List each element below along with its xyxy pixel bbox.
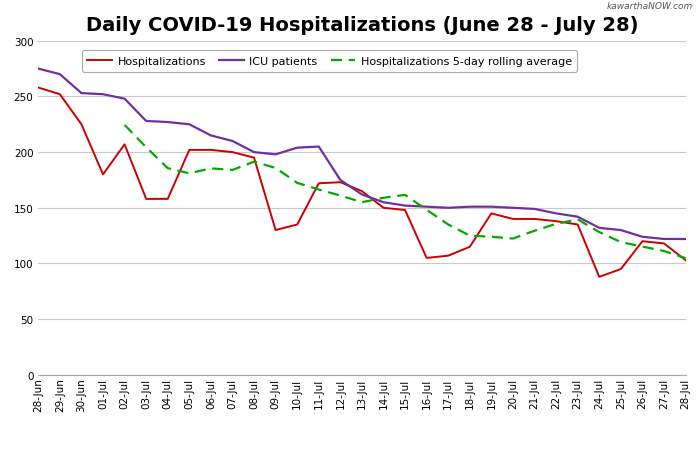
- ICU patients: [250, 150, 258, 156]
- ICU patients: [358, 192, 366, 198]
- Hospitalizations: [99, 172, 107, 178]
- Hospitalizations 5-day rolling average: [530, 228, 539, 234]
- Hospitalizations 5-day rolling average: [293, 181, 301, 186]
- ICU patients: [315, 144, 323, 150]
- Hospitalizations: [660, 241, 668, 247]
- Hospitalizations: [34, 86, 42, 91]
- ICU patients: [509, 206, 517, 211]
- Hospitalizations: [617, 267, 625, 272]
- ICU patients: [228, 139, 237, 144]
- ICU patients: [595, 225, 603, 231]
- ICU patients: [271, 152, 280, 158]
- Hospitalizations: [77, 122, 86, 128]
- Hospitalizations: [530, 217, 539, 222]
- Hospitalizations 5-day rolling average: [444, 222, 452, 228]
- Hospitalizations 5-day rolling average: [574, 217, 582, 223]
- Hospitalizations: [358, 189, 366, 194]
- Hospitalizations: [401, 208, 409, 213]
- Line: ICU patients: ICU patients: [38, 69, 686, 239]
- Hospitalizations: [271, 228, 280, 233]
- Hospitalizations 5-day rolling average: [336, 194, 345, 199]
- Hospitalizations 5-day rolling average: [185, 171, 193, 177]
- Line: Hospitalizations 5-day rolling average: Hospitalizations 5-day rolling average: [125, 125, 686, 258]
- Hospitalizations: [315, 181, 323, 187]
- ICU patients: [552, 211, 560, 217]
- Hospitalizations 5-day rolling average: [207, 166, 215, 172]
- Hospitalizations: [574, 222, 582, 228]
- ICU patients: [379, 200, 388, 206]
- ICU patients: [401, 203, 409, 209]
- ICU patients: [164, 120, 172, 125]
- Hospitalizations 5-day rolling average: [638, 244, 647, 250]
- ICU patients: [660, 237, 668, 242]
- Hospitalizations 5-day rolling average: [401, 193, 409, 198]
- Hospitalizations: [336, 180, 345, 186]
- Hospitalizations 5-day rolling average: [164, 166, 172, 172]
- Hospitalizations: [595, 275, 603, 280]
- Hospitalizations 5-day rolling average: [617, 240, 625, 245]
- ICU patients: [574, 214, 582, 220]
- Hospitalizations 5-day rolling average: [358, 200, 366, 206]
- Hospitalizations: [228, 150, 237, 156]
- Hospitalizations: [120, 142, 129, 148]
- ICU patients: [293, 145, 301, 151]
- Hospitalizations: [552, 219, 560, 225]
- Hospitalizations: [466, 244, 474, 250]
- ICU patients: [207, 133, 215, 139]
- Hospitalizations: [379, 206, 388, 211]
- Hospitalizations 5-day rolling average: [120, 123, 129, 128]
- Hospitalizations: [487, 211, 496, 217]
- ICU patients: [99, 92, 107, 98]
- ICU patients: [422, 205, 431, 210]
- Hospitalizations: [164, 197, 172, 202]
- Hospitalizations 5-day rolling average: [379, 195, 388, 201]
- Title: Daily COVID-19 Hospitalizations (June 28 - July 28): Daily COVID-19 Hospitalizations (June 28…: [86, 16, 638, 35]
- Hospitalizations: [638, 239, 647, 244]
- ICU patients: [56, 72, 64, 78]
- Hospitalizations: [207, 148, 215, 153]
- Hospitalizations: [422, 256, 431, 261]
- ICU patients: [77, 91, 86, 97]
- Hospitalizations: [142, 197, 150, 202]
- ICU patients: [617, 228, 625, 233]
- Hospitalizations: [509, 217, 517, 222]
- Hospitalizations 5-day rolling average: [228, 168, 237, 173]
- ICU patients: [487, 205, 496, 210]
- Legend: Hospitalizations, ICU patients, Hospitalizations 5-day rolling average: Hospitalizations, ICU patients, Hospital…: [82, 50, 577, 72]
- ICU patients: [185, 122, 193, 128]
- Hospitalizations: [56, 92, 64, 98]
- Text: kawarthaNOW.com: kawarthaNOW.com: [606, 2, 693, 11]
- Hospitalizations: [444, 253, 452, 259]
- Hospitalizations 5-day rolling average: [466, 233, 474, 239]
- Hospitalizations 5-day rolling average: [681, 256, 690, 261]
- Hospitalizations 5-day rolling average: [142, 145, 150, 150]
- ICU patients: [466, 205, 474, 210]
- ICU patients: [530, 206, 539, 212]
- Hospitalizations: [681, 258, 690, 263]
- Hospitalizations 5-day rolling average: [487, 234, 496, 240]
- Hospitalizations 5-day rolling average: [271, 166, 280, 171]
- ICU patients: [638, 234, 647, 240]
- Hospitalizations 5-day rolling average: [595, 230, 603, 235]
- ICU patients: [681, 237, 690, 242]
- Hospitalizations 5-day rolling average: [315, 188, 323, 193]
- ICU patients: [120, 97, 129, 102]
- Hospitalizations 5-day rolling average: [250, 160, 258, 165]
- Hospitalizations 5-day rolling average: [660, 249, 668, 254]
- Hospitalizations 5-day rolling average: [422, 207, 431, 213]
- Hospitalizations 5-day rolling average: [509, 236, 517, 242]
- Line: Hospitalizations: Hospitalizations: [38, 88, 686, 277]
- ICU patients: [142, 119, 150, 125]
- Hospitalizations 5-day rolling average: [552, 222, 560, 227]
- ICU patients: [34, 67, 42, 72]
- Hospitalizations: [185, 148, 193, 153]
- ICU patients: [444, 206, 452, 211]
- Hospitalizations: [293, 222, 301, 228]
- ICU patients: [336, 178, 345, 183]
- Hospitalizations: [250, 156, 258, 161]
